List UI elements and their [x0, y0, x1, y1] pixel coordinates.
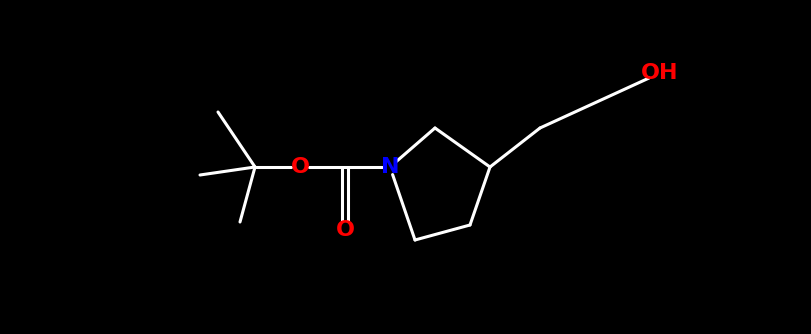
- Text: N: N: [380, 157, 399, 177]
- Text: OH: OH: [642, 63, 679, 83]
- Text: O: O: [336, 220, 354, 240]
- Text: O: O: [290, 157, 310, 177]
